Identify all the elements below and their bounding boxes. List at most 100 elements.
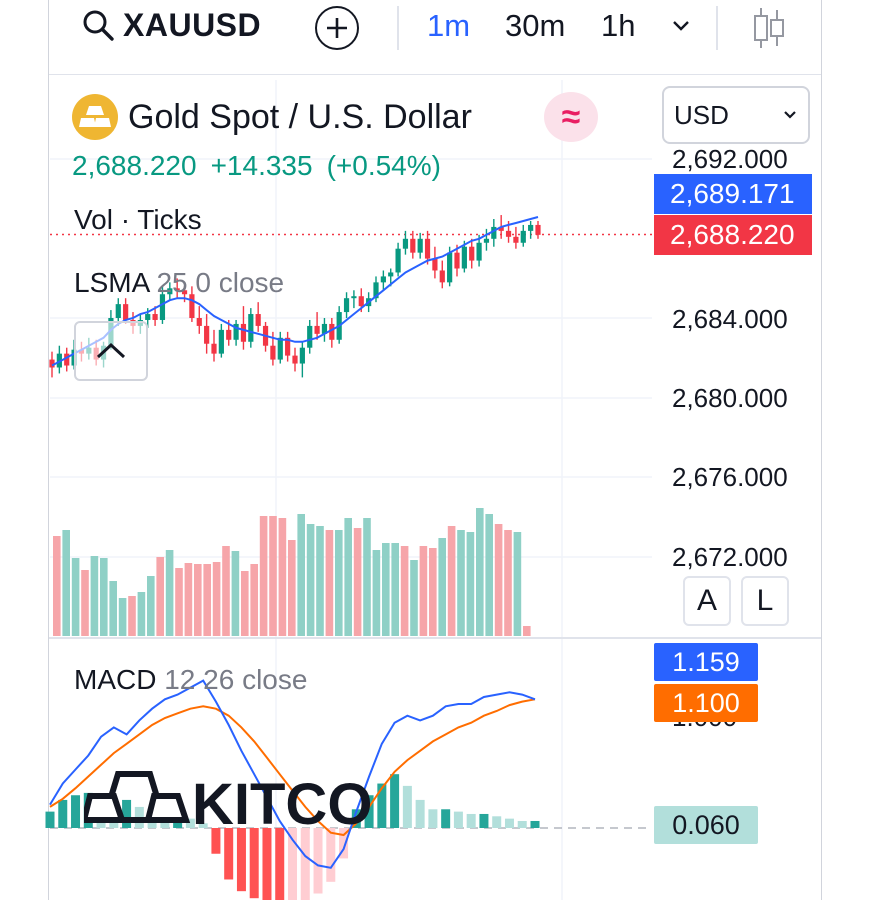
candle-body <box>211 343 217 354</box>
volume-bar <box>419 546 428 636</box>
macd-value-tag: 1.159 <box>654 643 758 681</box>
candle-body <box>513 236 519 243</box>
candle-body <box>248 314 254 342</box>
macd-legend[interactable]: MACD 12 26 close <box>74 664 307 696</box>
candle-body <box>181 290 188 295</box>
macd-histogram-bar <box>530 820 540 828</box>
symbol-title: Gold Spot / U.S. Dollar <box>128 97 472 136</box>
symbol-search[interactable]: XAUUSD <box>81 7 261 43</box>
approx-icon[interactable]: ≈ <box>544 92 598 142</box>
candle-body <box>292 355 298 364</box>
candle-body <box>255 314 261 326</box>
volume-bar <box>278 518 287 636</box>
price-axis-tick: 2,672.000 <box>672 542 788 572</box>
candle-body <box>454 252 460 269</box>
candle-body <box>447 252 453 283</box>
volume-bar <box>297 514 305 636</box>
volume-bar <box>325 530 334 636</box>
collapse-legend-button[interactable] <box>74 321 148 381</box>
macd-histogram-bar <box>466 813 476 828</box>
candle-body <box>476 242 482 261</box>
log-scale-button[interactable]: L <box>741 576 789 626</box>
volume-bar <box>476 508 484 636</box>
volume-bar <box>250 564 258 636</box>
volume-bar <box>137 592 146 636</box>
candle-body <box>226 329 232 340</box>
price-change-pct: (+0.54%) <box>326 150 441 181</box>
candle-body <box>469 246 475 261</box>
candle-body <box>159 294 166 320</box>
interval-1m[interactable]: 1m <box>427 8 471 43</box>
macd-histogram-bar <box>224 828 234 880</box>
candle-body <box>380 276 386 283</box>
candle-body <box>115 304 121 318</box>
candle-body <box>388 272 394 277</box>
volume-bar <box>410 560 418 636</box>
macd-histogram-bar <box>236 828 246 892</box>
macd-histogram-bar <box>339 828 349 859</box>
interval-1h[interactable]: 1h <box>601 8 636 43</box>
macd-histogram-bar <box>198 823 208 828</box>
candle-body <box>505 230 512 237</box>
candle-body <box>174 288 180 291</box>
macd-histogram-bar <box>262 828 272 900</box>
compare-symbol-button[interactable] <box>315 6 359 50</box>
last-price: 2,688.220 <box>72 150 197 181</box>
macd-label: MACD <box>74 664 157 695</box>
volume-bar <box>241 571 249 636</box>
candle-body <box>233 323 239 340</box>
volume-bar <box>109 581 117 636</box>
top-toolbar: XAUUSD 1m 30m 1h <box>49 0 821 75</box>
toolbar-separator <box>716 6 718 50</box>
currency-select[interactable]: USD <box>662 86 810 144</box>
candle-body <box>189 294 195 318</box>
interval-30m[interactable]: 30m <box>505 8 566 43</box>
candle-body <box>204 325 210 344</box>
chart-frame-right <box>821 0 822 900</box>
volume-bar <box>344 518 352 636</box>
lsma-line <box>51 216 539 367</box>
volume-legend[interactable]: Vol · Ticks <box>74 204 202 235</box>
volume-bar <box>156 557 164 636</box>
macd-histogram-bar <box>249 828 259 899</box>
price-axis-tick: 2,692.000 <box>672 144 788 174</box>
price-axis-tick: 2,680.000 <box>672 383 788 413</box>
candle-body <box>424 238 431 259</box>
chevron-up-icon <box>96 342 126 359</box>
chart-frame-left <box>48 0 49 900</box>
candle-body <box>321 323 328 334</box>
macd-histogram-bar <box>326 828 336 882</box>
macd-histogram-bar <box>300 828 310 900</box>
volume-bar <box>259 516 268 636</box>
auto-scale-button[interactable]: A <box>683 576 731 626</box>
volume-bar <box>203 564 211 636</box>
candle-body <box>439 270 445 283</box>
candles-icon[interactable] <box>749 6 789 50</box>
volume-bar <box>372 550 381 636</box>
candle-body <box>432 258 438 271</box>
volume-bar <box>457 530 465 636</box>
kitco-wordmark: KITCO <box>192 772 372 830</box>
volume-bar <box>504 530 512 636</box>
candle-body <box>196 318 202 326</box>
candle-body <box>373 282 379 299</box>
candle-body <box>329 323 335 340</box>
candle-body <box>314 325 320 334</box>
volume-bar <box>447 526 456 636</box>
volume-bar <box>429 548 437 636</box>
candle-body <box>410 238 416 253</box>
volume-bar <box>71 558 80 636</box>
price-change: +14.335 <box>210 150 313 181</box>
lsma-legend[interactable]: LSMA 25 0 close <box>74 267 284 299</box>
volume-bar <box>494 524 503 636</box>
kitco-logo: KITCO <box>84 771 372 830</box>
volume-bar <box>485 514 493 636</box>
macd-histogram-bar <box>517 820 527 828</box>
chevron-down-icon[interactable] <box>669 14 693 38</box>
candle-body <box>123 304 129 320</box>
macd-histogram-bar <box>313 828 323 894</box>
volume-bar <box>335 530 343 636</box>
volume-bar <box>222 546 230 636</box>
macd-histogram-bar <box>441 809 451 828</box>
